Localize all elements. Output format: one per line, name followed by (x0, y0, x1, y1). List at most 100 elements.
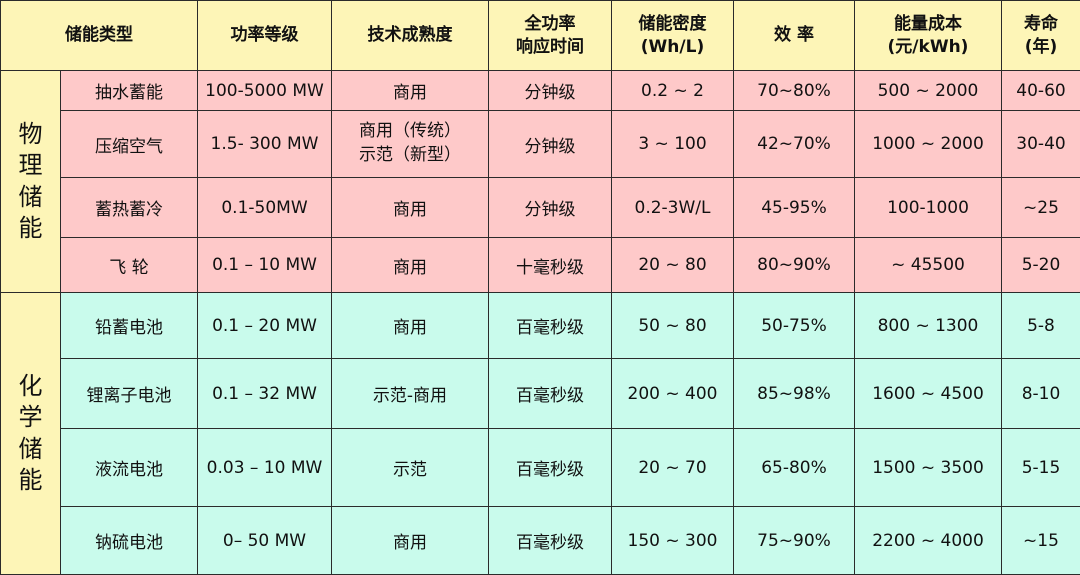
header-density-line1: 储能密度 (614, 13, 731, 36)
cell-cost: ~ 45500 (855, 238, 1002, 293)
header-power: 功率等级 (198, 1, 332, 71)
cell-cost: 2200 ~ 4000 (855, 507, 1002, 575)
cell-response: 百毫秒级 (489, 429, 612, 507)
cell-name: 压缩空气 (61, 111, 198, 178)
cell-name: 液流电池 (61, 429, 198, 507)
cell-name: 抽水蓄能 (61, 71, 198, 111)
cell-efficiency: 75~90% (734, 507, 855, 575)
cell-life: ~15 (1002, 507, 1080, 575)
cell-maturity: 商用 (332, 238, 489, 293)
cell-efficiency: 85~98% (734, 359, 855, 429)
group-char: 学 (3, 402, 58, 433)
cell-maturity-line: 商用（传统） (334, 120, 486, 144)
cell-response: 分钟级 (489, 111, 612, 178)
cell-density: 20 ~ 70 (612, 429, 734, 507)
cell-cost: 100-1000 (855, 178, 1002, 238)
cell-life: 5-8 (1002, 293, 1080, 359)
header-cost-line2: (元/kWh) (857, 36, 999, 59)
cell-maturity: 商用（传统） 示范（新型） (332, 111, 489, 178)
cell-power: 0.1 – 10 MW (198, 238, 332, 293)
header-type: 储能类型 (1, 1, 198, 71)
cell-power: 0.1-50MW (198, 178, 332, 238)
cell-power: 100-5000 MW (198, 71, 332, 111)
table-row: 蓄热蓄冷 0.1-50MW 商用 分钟级 0.2-3W/L 45-95% 100… (1, 178, 1080, 238)
cell-power: 0.1 – 32 MW (198, 359, 332, 429)
cell-name: 锂离子电池 (61, 359, 198, 429)
cell-response: 百毫秒级 (489, 359, 612, 429)
cell-name: 钠硫电池 (61, 507, 198, 575)
header-density-line2: (Wh/L) (614, 36, 731, 59)
header-density: 储能密度 (Wh/L) (612, 1, 734, 71)
cell-maturity: 商用 (332, 178, 489, 238)
cell-name: 蓄热蓄冷 (61, 178, 198, 238)
header-maturity: 技术成熟度 (332, 1, 489, 71)
cell-efficiency: 80~90% (734, 238, 855, 293)
group-char: 储 (3, 434, 58, 465)
header-response-line2: 响应时间 (491, 36, 609, 59)
header-efficiency: 效 率 (734, 1, 855, 71)
cell-maturity: 示范-商用 (332, 359, 489, 429)
cell-density: 50 ~ 80 (612, 293, 734, 359)
cell-efficiency: 50-75% (734, 293, 855, 359)
header-life-line1: 寿命 (1004, 13, 1078, 36)
header-response-line1: 全功率 (491, 13, 609, 36)
cell-cost: 1600 ~ 4500 (855, 359, 1002, 429)
cell-life: 5-20 (1002, 238, 1080, 293)
cell-response: 分钟级 (489, 178, 612, 238)
cell-density: 20 ~ 80 (612, 238, 734, 293)
table-row: 压缩空气 1.5- 300 MW 商用（传统） 示范（新型） 分钟级 3 ~ 1… (1, 111, 1080, 178)
cell-name: 飞 轮 (61, 238, 198, 293)
cell-cost: 800 ~ 1300 (855, 293, 1002, 359)
header-cost: 能量成本 (元/kWh) (855, 1, 1002, 71)
cell-life: 30-40 (1002, 111, 1080, 178)
group-char: 理 (3, 150, 58, 181)
group-char: 化 (3, 371, 58, 402)
cell-cost: 1500 ~ 3500 (855, 429, 1002, 507)
cell-efficiency: 45-95% (734, 178, 855, 238)
header-life: 寿命 (年) (1002, 1, 1080, 71)
cell-life: 8-10 (1002, 359, 1080, 429)
cell-efficiency: 65-80% (734, 429, 855, 507)
header-row: 储能类型 功率等级 技术成熟度 全功率 响应时间 储能密度 (Wh/L) 效 率… (1, 1, 1080, 71)
cell-life: ~25 (1002, 178, 1080, 238)
cell-density: 200 ~ 400 (612, 359, 734, 429)
header-response-time: 全功率 响应时间 (489, 1, 612, 71)
table-row: 钠硫电池 0– 50 MW 商用 百毫秒级 150 ~ 300 75~90% 2… (1, 507, 1080, 575)
group-char: 物 (3, 119, 58, 150)
cell-power: 0– 50 MW (198, 507, 332, 575)
group-label-physical: 物 理 储 能 (1, 71, 61, 293)
cell-maturity: 示范 (332, 429, 489, 507)
header-cost-line1: 能量成本 (857, 13, 999, 36)
cell-maturity: 商用 (332, 507, 489, 575)
cell-density: 3 ~ 100 (612, 111, 734, 178)
cell-density: 0.2-3W/L (612, 178, 734, 238)
cell-maturity-line: 示范（新型） (334, 144, 486, 168)
cell-cost: 500 ~ 2000 (855, 71, 1002, 111)
cell-density: 0.2 ~ 2 (612, 71, 734, 111)
cell-response: 百毫秒级 (489, 507, 612, 575)
table-row: 锂离子电池 0.1 – 32 MW 示范-商用 百毫秒级 200 ~ 400 8… (1, 359, 1080, 429)
table-row: 飞 轮 0.1 – 10 MW 商用 十毫秒级 20 ~ 80 80~90% ~… (1, 238, 1080, 293)
cell-efficiency: 70~80% (734, 71, 855, 111)
cell-maturity: 商用 (332, 293, 489, 359)
cell-response: 十毫秒级 (489, 238, 612, 293)
cell-life: 5-15 (1002, 429, 1080, 507)
group-char: 能 (3, 465, 58, 496)
cell-power: 0.1 – 20 MW (198, 293, 332, 359)
group-label-chemical: 化 学 储 能 (1, 293, 61, 575)
cell-efficiency: 42~70% (734, 111, 855, 178)
header-life-line2: (年) (1004, 36, 1078, 59)
cell-density: 150 ~ 300 (612, 507, 734, 575)
group-char: 能 (3, 213, 58, 244)
table-row: 化 学 储 能 铅蓄电池 0.1 – 20 MW 商用 百毫秒级 50 ~ 80… (1, 293, 1080, 359)
table-row: 液流电池 0.03 – 10 MW 示范 百毫秒级 20 ~ 70 65-80%… (1, 429, 1080, 507)
group-char: 储 (3, 182, 58, 213)
cell-power: 0.03 – 10 MW (198, 429, 332, 507)
cell-name: 铅蓄电池 (61, 293, 198, 359)
table-row: 物 理 储 能 抽水蓄能 100-5000 MW 商用 分钟级 0.2 ~ 2 … (1, 71, 1080, 111)
cell-cost: 1000 ~ 2000 (855, 111, 1002, 178)
cell-power: 1.5- 300 MW (198, 111, 332, 178)
cell-response: 百毫秒级 (489, 293, 612, 359)
cell-response: 分钟级 (489, 71, 612, 111)
